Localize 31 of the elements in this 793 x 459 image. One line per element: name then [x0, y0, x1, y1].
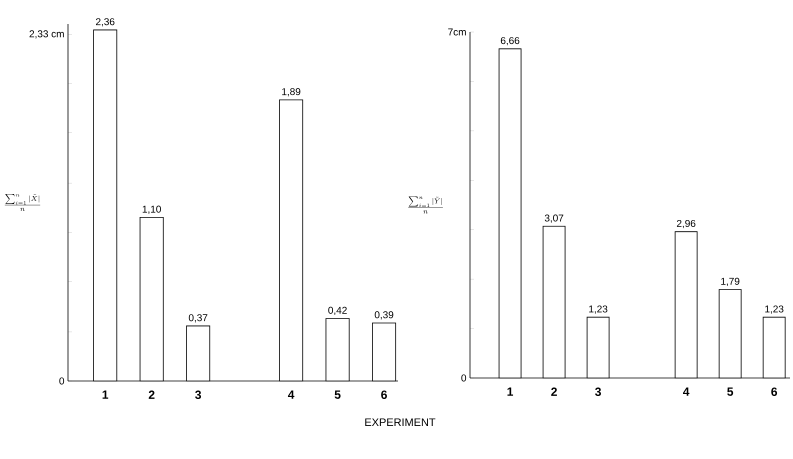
x-tick-label: 4 — [288, 390, 294, 399]
data-label: 1,10 — [142, 206, 161, 214]
x-tick-label: 2 — [551, 388, 557, 396]
data-label: 0,42 — [328, 306, 347, 316]
y-axis-title: $\frac{\sum_{i=1}^{n}|\tilde{X}|}{n}$ — [4, 194, 40, 212]
data-label: 3,07 — [544, 214, 564, 223]
y-axis-title: $\frac{\sum_{i=1}^{n}|\tilde{Y}|}{n}$ — [408, 196, 443, 214]
data-label: 6,66 — [500, 37, 520, 46]
y-tick-label: 0 — [461, 374, 466, 382]
data-label: 1,89 — [282, 88, 300, 96]
data-label: 2,96 — [676, 220, 696, 228]
data-label: 1,23 — [589, 305, 608, 314]
x-tick-label: 4 — [682, 388, 690, 396]
x-tick-label: 1 — [507, 388, 514, 396]
x-tick-label: 6 — [381, 390, 387, 399]
data-label: 1,23 — [765, 305, 784, 314]
x-tick-label: 5 — [727, 388, 734, 396]
x-tick-label: 1 — [102, 390, 108, 399]
y-tick-label: 0 — [59, 377, 64, 385]
x-tick-label: 5 — [334, 390, 341, 399]
y-tick-label: 7cm — [448, 28, 466, 36]
x-tick-label: 3 — [595, 388, 601, 396]
data-label: 1,79 — [721, 278, 740, 286]
x-tick-label: 6 — [771, 388, 778, 396]
y-tick-label: 2,33 cm — [30, 30, 64, 39]
x-tick-label: 2 — [148, 390, 155, 399]
data-label: 2,36 — [96, 18, 114, 26]
x-axis-title: EXPERIMENT — [365, 418, 436, 426]
data-label: 0,39 — [374, 311, 394, 320]
data-label: 0,37 — [188, 314, 208, 322]
x-tick-label: 3 — [195, 390, 202, 399]
